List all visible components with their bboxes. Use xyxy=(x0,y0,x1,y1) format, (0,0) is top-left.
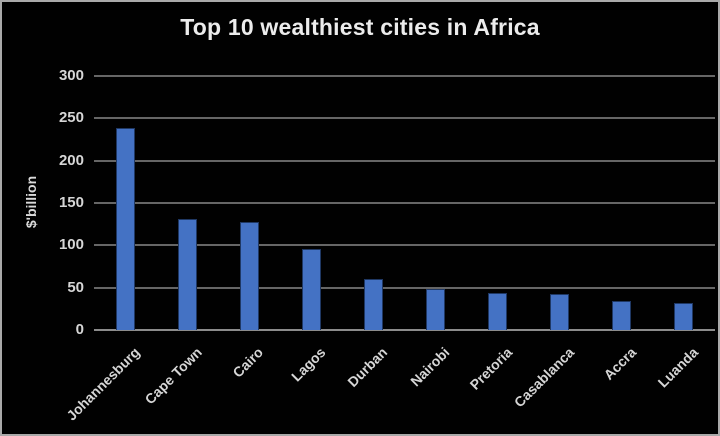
x-label-lagos: Lagos xyxy=(288,344,329,385)
y-tick-label-100: 100 xyxy=(58,236,84,254)
bar-pretoria xyxy=(488,292,508,330)
chart-title: Top 10 wealthiest cities in Africa xyxy=(180,14,540,40)
bar-johannesburg xyxy=(115,127,135,330)
y-tick-label-300: 300 xyxy=(58,67,84,84)
bar-luanda xyxy=(674,302,694,330)
bar-durban xyxy=(363,279,383,330)
gridline-150 xyxy=(94,202,715,204)
y-tick-label-250: 250 xyxy=(58,109,84,127)
bar-lagos xyxy=(301,248,321,330)
bar-cairo xyxy=(239,222,259,330)
x-label-johannesburg: Johannesburg xyxy=(62,344,143,424)
y-tick-label-50: 50 xyxy=(67,278,84,296)
y-tick-label-150: 150 xyxy=(58,194,84,211)
x-label-durban: Durban xyxy=(344,344,391,390)
gridline-0 xyxy=(94,329,715,331)
y-tick-label-200: 200 xyxy=(58,151,84,169)
gridline-300 xyxy=(94,75,715,77)
x-label-luanda: Luanda xyxy=(654,344,702,391)
x-label-cairo: Cairo xyxy=(229,344,267,381)
gridline-100 xyxy=(94,244,715,247)
gridline-200 xyxy=(94,159,715,162)
bar-accra xyxy=(612,301,632,330)
x-label-casablanca: Casablanca xyxy=(510,344,578,411)
x-label-cape-town: Cape Town xyxy=(141,344,205,408)
bar-cape-town xyxy=(177,219,197,330)
gridline-50 xyxy=(94,286,715,289)
bar-casablanca xyxy=(550,294,570,330)
gridline-250 xyxy=(94,117,715,120)
bar-nairobi xyxy=(426,289,446,330)
x-label-pretoria: Pretoria xyxy=(466,344,515,393)
y-tick-label-0: 0 xyxy=(75,321,84,338)
x-label-nairobi: Nairobi xyxy=(407,344,453,390)
x-label-accra: Accra xyxy=(600,344,640,383)
